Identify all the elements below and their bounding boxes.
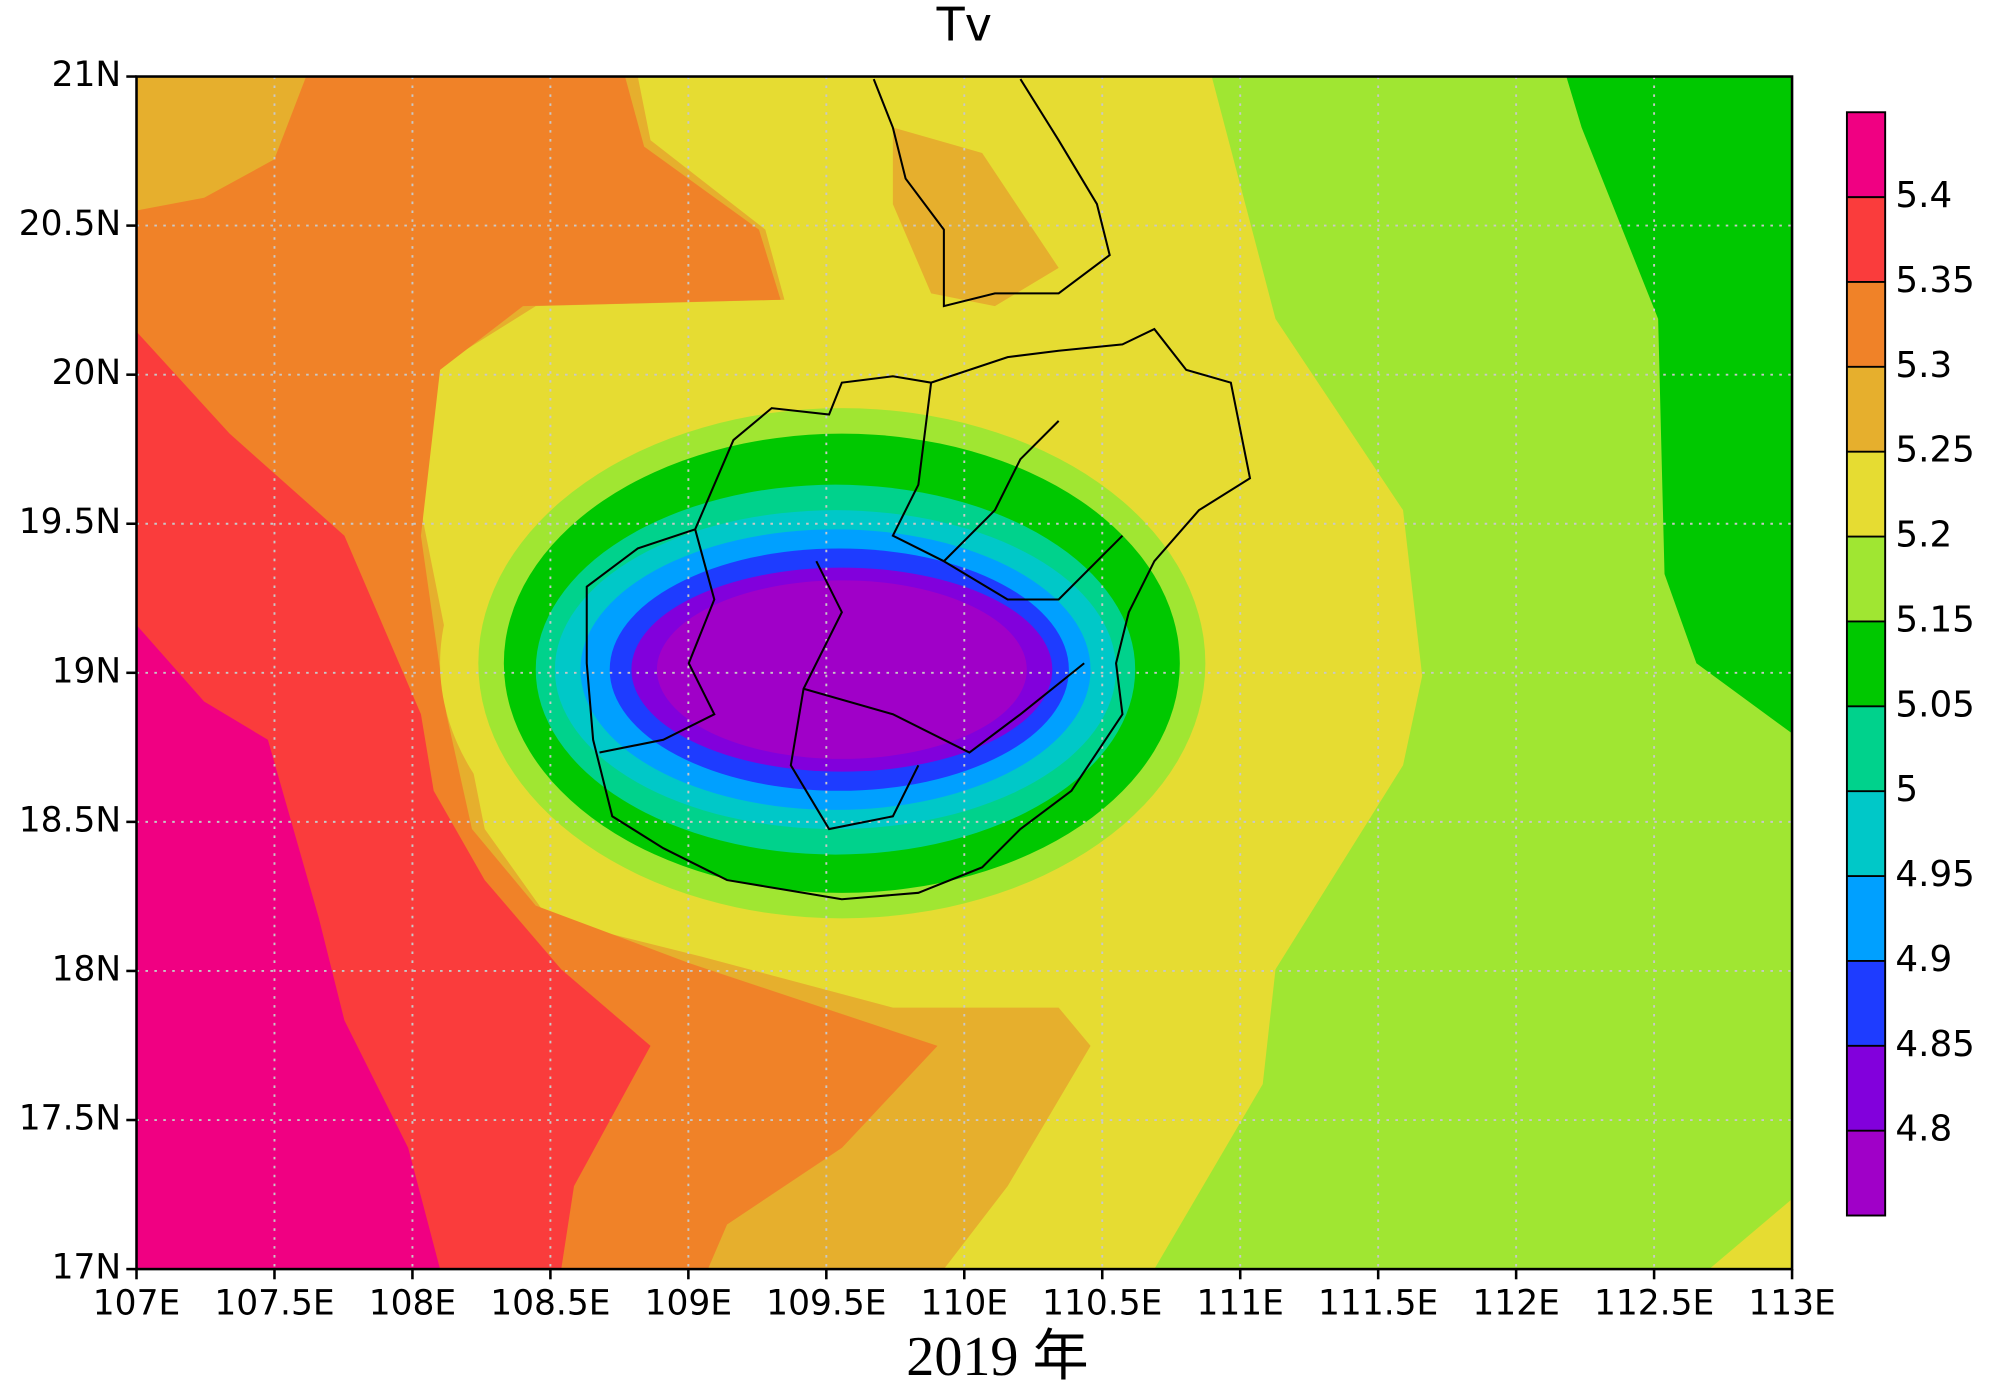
colorbar-label: 5.25 bbox=[1895, 430, 1975, 471]
colorbar-segment bbox=[1846, 366, 1886, 452]
x-tick-label: 113E bbox=[1748, 1283, 1835, 1323]
colorbar-segment bbox=[1846, 1045, 1886, 1131]
contour-region bbox=[892, 127, 1059, 307]
contour-region bbox=[1566, 76, 1793, 734]
y-tick-label: 20.5N bbox=[19, 204, 121, 244]
x-tick-label: 112E bbox=[1472, 1283, 1559, 1323]
colorbar-label: 5.3 bbox=[1895, 345, 1952, 386]
colorbar-segment bbox=[1846, 451, 1886, 537]
colorbar-segment bbox=[1846, 536, 1886, 622]
x-tick-label: 109.5E bbox=[766, 1283, 886, 1323]
colorbar-label: 5.2 bbox=[1895, 515, 1952, 556]
contour-region bbox=[656, 580, 1027, 759]
x-tick-label: 109E bbox=[645, 1283, 732, 1323]
contour-region bbox=[136, 624, 441, 1270]
y-tick-label: 19.5N bbox=[19, 502, 121, 542]
colorbar-label: 5.05 bbox=[1895, 684, 1975, 725]
colorbar-segment bbox=[1846, 876, 1886, 961]
chart-title: Tv bbox=[936, 0, 992, 52]
x-tick-label: 111.5E bbox=[1318, 1283, 1438, 1323]
colorbar-segment bbox=[1846, 112, 1886, 198]
y-tick-label: 18N bbox=[52, 949, 122, 989]
colorbar-segment bbox=[1846, 1130, 1886, 1216]
x-tick-label: 111E bbox=[1196, 1283, 1283, 1323]
x-tick-label: 110.5E bbox=[1042, 1283, 1162, 1323]
colorbar-label: 5.35 bbox=[1895, 260, 1975, 301]
colorbar-segment bbox=[1846, 706, 1886, 792]
colorbar-segment bbox=[1846, 197, 1886, 282]
y-tick-label: 17N bbox=[52, 1248, 122, 1288]
colorbar-label: 4.95 bbox=[1895, 854, 1975, 895]
colorbar-label: 4.9 bbox=[1895, 939, 1952, 980]
colorbar-segment bbox=[1846, 960, 1886, 1046]
x-tick-label: 108E bbox=[369, 1283, 456, 1323]
y-tick-label: 18.5N bbox=[19, 800, 121, 840]
colorbar-label: 5 bbox=[1895, 769, 1918, 810]
colorbar-segment bbox=[1846, 281, 1886, 367]
colorbar-segment bbox=[1846, 621, 1886, 707]
y-tick-label: 21N bbox=[52, 55, 122, 95]
colorbar-frame bbox=[1845, 111, 1887, 1217]
y-tick-label: 20N bbox=[52, 353, 122, 393]
x-tick-label: 112.5E bbox=[1594, 1283, 1714, 1323]
caption: 2019 年 bbox=[906, 1326, 1088, 1388]
colorbar-label: 5.15 bbox=[1895, 599, 1975, 640]
x-tick-label: 110E bbox=[921, 1283, 1008, 1323]
colorbar: 4.8 4.85 4.9 4.95 5 5.05 5.15 5.2 5.25 5.3 5.35 5.4 bbox=[1845, 111, 1975, 1217]
x-tick-label: 108.5E bbox=[490, 1283, 610, 1323]
y-tick-label: 17.5N bbox=[19, 1099, 121, 1139]
colorbar-label: 5.4 bbox=[1895, 175, 1952, 216]
colorbar-segment bbox=[1846, 791, 1886, 877]
colorbar-label: 4.85 bbox=[1895, 1024, 1975, 1065]
y-tick-label: 19N bbox=[52, 651, 122, 691]
x-tick-label: 107E bbox=[93, 1283, 180, 1323]
colorbar-label: 4.8 bbox=[1895, 1109, 1952, 1150]
x-tick-label: 107.5E bbox=[214, 1283, 334, 1323]
coastline bbox=[585, 78, 1252, 901]
